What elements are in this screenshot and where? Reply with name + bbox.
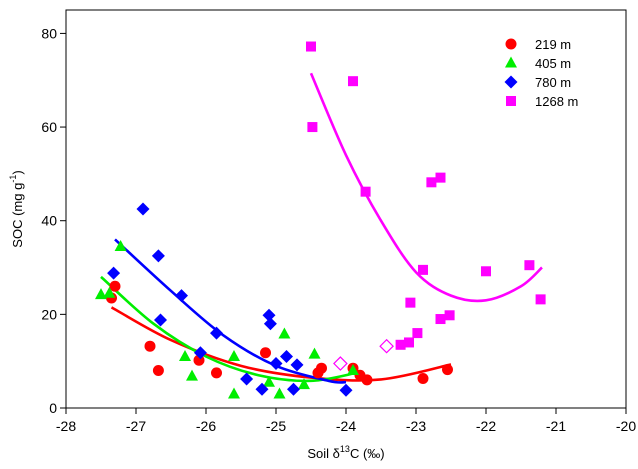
data-point bbox=[211, 367, 222, 379]
data-point bbox=[298, 378, 310, 390]
x-tick-label: -22 bbox=[476, 418, 496, 434]
data-point bbox=[535, 294, 546, 305]
data-point bbox=[435, 172, 446, 183]
data-point bbox=[103, 286, 116, 298]
data-point bbox=[269, 357, 283, 371]
y-tick-label: 80 bbox=[41, 25, 57, 41]
data-point bbox=[228, 349, 240, 361]
data-point bbox=[412, 328, 423, 339]
data-point bbox=[152, 365, 164, 377]
axes: -28 -27 -26 -25 -24 -23 -22 -21 -20 0 20 40 60 80 bbox=[41, 25, 636, 434]
x-tick-label: -23 bbox=[406, 418, 426, 434]
data-point bbox=[395, 339, 406, 350]
data-point bbox=[193, 346, 207, 360]
data-point bbox=[405, 297, 416, 308]
legend-label: 405 m bbox=[535, 56, 571, 71]
open-data-point bbox=[333, 356, 348, 371]
x-tick-label: -24 bbox=[336, 418, 356, 434]
fit-curve bbox=[309, 72, 543, 303]
data-point bbox=[404, 337, 414, 348]
data-point bbox=[348, 76, 358, 87]
data-point bbox=[360, 186, 371, 197]
data-point bbox=[306, 41, 316, 52]
data-point bbox=[418, 264, 428, 275]
legend: 219 m 405 m 780 m 1268 m bbox=[504, 37, 578, 109]
fit-curve bbox=[110, 306, 452, 382]
data-point bbox=[307, 122, 318, 133]
y-tick-label: 60 bbox=[41, 119, 57, 135]
data-point bbox=[524, 260, 535, 271]
fit-curves bbox=[100, 72, 543, 384]
data-point bbox=[287, 382, 300, 396]
data-point bbox=[444, 310, 455, 321]
data-points bbox=[95, 41, 546, 399]
x-tick-label: -21 bbox=[546, 418, 566, 434]
data-point bbox=[175, 289, 188, 303]
legend-label: 780 m bbox=[535, 75, 571, 90]
fit-curve bbox=[114, 238, 347, 384]
data-point bbox=[339, 383, 353, 397]
y-tick-label: 0 bbox=[49, 400, 57, 416]
data-point bbox=[260, 347, 271, 359]
data-point bbox=[186, 369, 198, 381]
data-point bbox=[154, 313, 167, 327]
data-point bbox=[280, 349, 293, 363]
legend-marker bbox=[506, 96, 516, 106]
data-point bbox=[136, 202, 150, 216]
legend-marker bbox=[505, 38, 517, 50]
data-point bbox=[109, 280, 121, 292]
open-data-point bbox=[379, 338, 394, 354]
fit-curve bbox=[100, 275, 357, 383]
data-point bbox=[255, 382, 269, 396]
data-point bbox=[114, 239, 127, 251]
data-point bbox=[263, 375, 275, 387]
data-point bbox=[347, 364, 359, 376]
data-point bbox=[107, 266, 121, 280]
y-tick-label: 20 bbox=[41, 306, 57, 322]
legend-marker bbox=[505, 56, 517, 68]
x-tick-label: -25 bbox=[266, 418, 286, 434]
x-tick-label: -26 bbox=[196, 418, 216, 434]
data-point bbox=[290, 358, 304, 372]
data-point bbox=[95, 288, 107, 300]
data-point bbox=[210, 326, 223, 340]
x-tick-label: -27 bbox=[126, 418, 146, 434]
data-point bbox=[435, 314, 446, 325]
data-point bbox=[144, 340, 156, 352]
y-axis-title: SOC (mg g-1) bbox=[8, 170, 25, 247]
y-tick-label: 40 bbox=[41, 213, 57, 229]
data-point bbox=[481, 266, 491, 277]
data-point bbox=[417, 373, 429, 385]
data-point bbox=[228, 387, 240, 399]
data-point bbox=[278, 327, 291, 339]
legend-label: 219 m bbox=[535, 37, 571, 52]
data-point bbox=[179, 349, 191, 361]
legend-label: 1268 m bbox=[535, 94, 578, 109]
data-point bbox=[308, 347, 321, 359]
data-point bbox=[263, 317, 277, 331]
data-point bbox=[361, 374, 373, 386]
data-point bbox=[273, 387, 286, 399]
legend-marker bbox=[504, 75, 518, 89]
data-point bbox=[240, 372, 254, 386]
x-tick-label: -20 bbox=[616, 418, 636, 434]
x-axis-title: Soil δ13C (‰) bbox=[307, 444, 384, 461]
x-tick-label: -28 bbox=[56, 418, 76, 434]
data-point bbox=[426, 177, 437, 188]
data-point bbox=[151, 249, 165, 263]
data-point bbox=[262, 308, 276, 322]
data-point bbox=[442, 364, 453, 376]
data-point bbox=[312, 367, 324, 379]
